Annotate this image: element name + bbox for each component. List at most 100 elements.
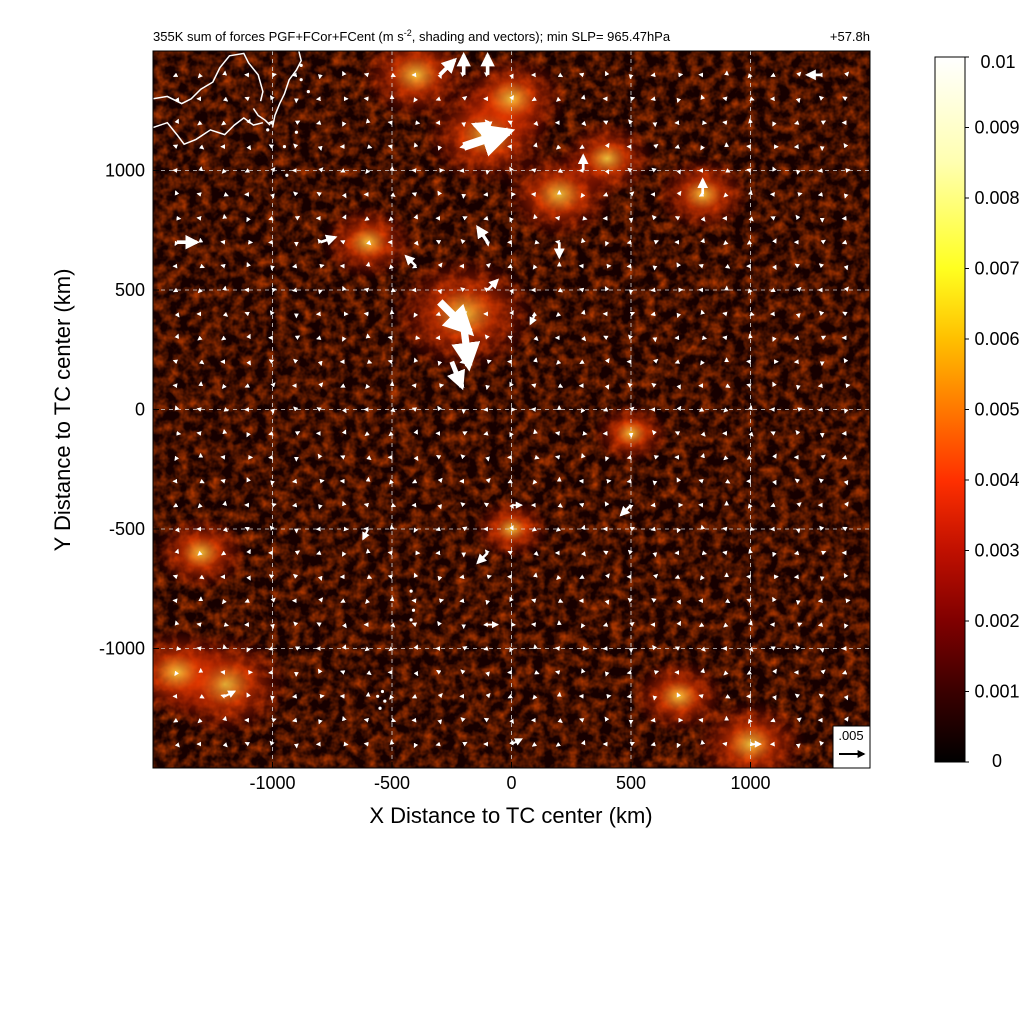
small-vector — [843, 480, 849, 486]
small-vector — [747, 503, 753, 509]
small-vector — [483, 215, 489, 221]
reference-vector-background — [832, 725, 871, 769]
small-vector — [770, 431, 776, 436]
colorbar-tick-label: 0.008 — [974, 188, 1019, 208]
small-vector — [602, 622, 609, 627]
small-vector — [772, 166, 777, 172]
small-vector — [199, 694, 205, 699]
small-vector — [270, 193, 275, 199]
small-vector — [363, 287, 370, 293]
small-vector — [772, 381, 777, 387]
small-vector — [509, 718, 514, 724]
small-vector — [627, 167, 633, 173]
small-vector — [270, 167, 276, 173]
small-vector — [196, 622, 202, 628]
small-vector — [554, 455, 561, 460]
island-3 — [411, 608, 416, 612]
small-vector — [220, 263, 226, 269]
small-vector — [342, 715, 347, 722]
small-vector — [747, 288, 753, 294]
small-vector — [174, 405, 180, 411]
island-1 — [380, 689, 385, 694]
vector-15 — [619, 504, 632, 517]
small-vector — [435, 526, 441, 532]
small-vector — [173, 502, 179, 508]
colorbar: 0 0.001 0.002 0.003 0.004 0.005 0.006 0.007 0.00… — [934, 52, 1020, 771]
small-vector — [316, 550, 322, 556]
small-vector — [509, 288, 514, 294]
small-vector — [509, 432, 514, 438]
small-vector — [509, 647, 514, 653]
small-vector — [366, 574, 373, 579]
small-vector — [437, 145, 443, 151]
small-vector — [843, 572, 849, 579]
small-vector — [557, 168, 564, 173]
island-13 — [383, 699, 387, 703]
small-vector — [578, 287, 585, 293]
small-vector — [483, 287, 490, 293]
small-vector — [174, 670, 180, 677]
small-vector — [365, 261, 371, 267]
small-vector — [509, 217, 514, 223]
small-vector — [844, 71, 850, 77]
small-vector — [746, 240, 753, 245]
small-vector — [173, 717, 179, 723]
small-vector — [581, 551, 586, 557]
y-tick-label: 1000 — [105, 161, 145, 181]
island-4 — [409, 589, 413, 593]
small-vector — [701, 335, 708, 341]
small-vector — [797, 192, 803, 197]
small-vector — [842, 311, 848, 317]
small-vector — [843, 716, 849, 722]
vector-2 — [446, 360, 465, 391]
small-vector — [531, 383, 537, 388]
small-vector — [676, 620, 682, 627]
small-vector — [365, 383, 371, 389]
small-vector — [174, 118, 179, 124]
small-vector — [843, 357, 849, 364]
small-vector — [627, 549, 633, 555]
vector-1 — [451, 325, 481, 372]
small-vector — [507, 120, 513, 126]
small-vector — [196, 646, 202, 651]
small-vector — [653, 455, 660, 460]
small-vector — [723, 455, 729, 461]
small-vector — [435, 239, 442, 245]
small-vector — [604, 456, 610, 462]
small-vector — [674, 574, 681, 579]
small-vector — [413, 357, 419, 363]
small-vector — [413, 97, 419, 103]
small-vector — [629, 741, 635, 747]
small-vector — [387, 574, 393, 580]
small-vector — [582, 430, 588, 436]
small-vector — [723, 670, 729, 676]
small-vector — [485, 599, 491, 606]
small-vector — [650, 287, 656, 293]
small-vector — [460, 717, 466, 723]
small-vector — [676, 405, 682, 412]
small-vector — [390, 407, 396, 413]
small-vector — [268, 359, 275, 364]
small-vector — [534, 670, 540, 675]
coastline-coast-4 — [252, 107, 271, 126]
y-tick-label: 500 — [115, 280, 145, 300]
small-vector — [626, 239, 632, 245]
small-vector — [650, 96, 656, 102]
small-vector — [246, 144, 252, 151]
small-vector — [292, 263, 298, 269]
small-vector — [316, 120, 322, 125]
small-vector — [676, 599, 681, 605]
vector-6 — [438, 57, 457, 77]
small-vector — [340, 383, 346, 388]
island-9 — [299, 63, 303, 67]
small-vector — [413, 670, 419, 677]
small-vector — [676, 190, 682, 197]
small-vector — [174, 240, 180, 247]
small-vector — [772, 551, 777, 558]
small-vector — [772, 121, 777, 127]
small-vector — [772, 264, 777, 271]
small-vector — [246, 647, 251, 653]
small-vector — [387, 335, 393, 341]
small-vector — [294, 550, 301, 556]
small-vector — [653, 143, 659, 149]
